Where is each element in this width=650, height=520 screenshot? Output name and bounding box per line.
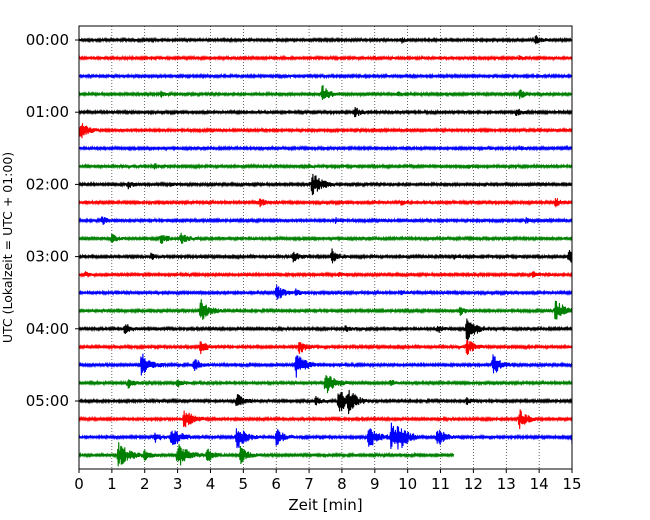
y-tick-label: 04:00 bbox=[26, 320, 69, 338]
x-tick-label: 14 bbox=[530, 475, 549, 493]
trace-0245 bbox=[78, 232, 573, 244]
traces bbox=[78, 35, 573, 467]
trace-0215 bbox=[78, 198, 573, 208]
x-tick-label: 12 bbox=[464, 475, 483, 493]
x-tick-label: 6 bbox=[271, 475, 281, 493]
trace-0400 bbox=[78, 318, 573, 342]
y-tick-label: 05:00 bbox=[26, 392, 69, 410]
y-tick-label: 03:00 bbox=[26, 248, 69, 266]
y-axis: 00:00 01:00 02:00 03:00 04:00 05:00 bbox=[26, 31, 79, 410]
x-tick-label: 2 bbox=[140, 475, 150, 493]
x-tick-label: 9 bbox=[370, 475, 380, 493]
trace-0415 bbox=[78, 339, 573, 356]
trace-0545 bbox=[78, 442, 455, 467]
y-tick-label: 00:00 bbox=[26, 31, 69, 49]
trace-0230 bbox=[78, 216, 573, 225]
trace-0015 bbox=[78, 54, 573, 62]
trace-0100 bbox=[78, 107, 573, 118]
trace-0115 bbox=[78, 123, 573, 139]
trace-0000 bbox=[78, 35, 573, 45]
trace-0145 bbox=[78, 162, 573, 170]
x-tick-label: 13 bbox=[497, 475, 516, 493]
x-axis: 0 1 2 3 4 5 6 7 8 9 10 11 12 13 14 15 bbox=[74, 469, 582, 493]
trace-0530 bbox=[78, 422, 573, 450]
trace-0045 bbox=[78, 84, 573, 101]
x-tick-label: 11 bbox=[431, 475, 450, 493]
plot-area bbox=[78, 25, 573, 470]
trace-0500 bbox=[78, 389, 573, 415]
x-tick-label: 15 bbox=[562, 475, 581, 493]
plot-border bbox=[78, 25, 573, 470]
x-tick-label: 0 bbox=[74, 475, 84, 493]
trace-0130 bbox=[78, 144, 573, 152]
x-tick-label: 7 bbox=[304, 475, 314, 493]
y-tick-label: 02:00 bbox=[26, 175, 69, 193]
trace-0200 bbox=[78, 173, 573, 196]
grid-lines bbox=[111, 26, 540, 469]
y-axis-title: UTC (Lokalzeit = UTC + 01:00) bbox=[0, 152, 15, 343]
trace-0030 bbox=[78, 72, 573, 80]
trace-0345 bbox=[78, 299, 573, 320]
trace-0330 bbox=[78, 284, 573, 300]
x-tick-label: 4 bbox=[206, 475, 216, 493]
trace-0430 bbox=[78, 353, 573, 378]
trace-0515 bbox=[78, 409, 573, 430]
x-tick-label: 8 bbox=[337, 475, 347, 493]
y-tick-label: 01:00 bbox=[26, 103, 69, 121]
trace-0300 bbox=[78, 248, 573, 264]
trace-0445 bbox=[78, 375, 573, 394]
trace-0315 bbox=[78, 271, 573, 279]
x-tick-label: 1 bbox=[107, 475, 117, 493]
x-tick-label: 3 bbox=[173, 475, 183, 493]
x-tick-label: 10 bbox=[398, 475, 417, 493]
x-tick-label: 5 bbox=[239, 475, 249, 493]
x-axis-title: Zeit [min] bbox=[288, 496, 362, 514]
